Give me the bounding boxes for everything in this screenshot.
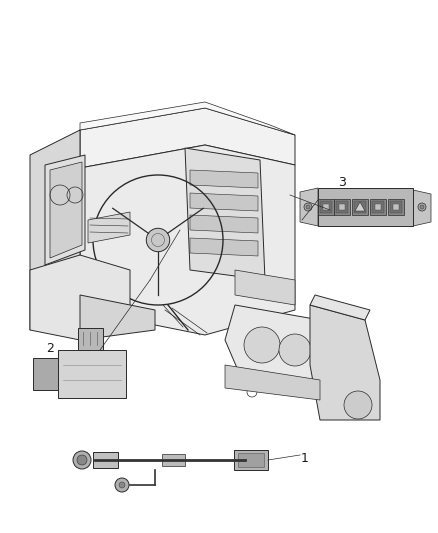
Polygon shape bbox=[372, 201, 384, 213]
Polygon shape bbox=[80, 145, 295, 335]
Text: 3: 3 bbox=[338, 176, 346, 190]
Polygon shape bbox=[190, 193, 258, 211]
Polygon shape bbox=[93, 452, 118, 468]
Polygon shape bbox=[78, 328, 103, 350]
Polygon shape bbox=[334, 199, 350, 215]
Polygon shape bbox=[162, 454, 185, 466]
Polygon shape bbox=[300, 188, 318, 226]
Polygon shape bbox=[225, 305, 335, 390]
Polygon shape bbox=[80, 295, 155, 340]
Circle shape bbox=[119, 482, 125, 488]
Text: 2: 2 bbox=[46, 342, 54, 354]
Circle shape bbox=[146, 228, 170, 252]
Polygon shape bbox=[355, 202, 365, 211]
Circle shape bbox=[279, 334, 311, 366]
Polygon shape bbox=[58, 350, 126, 398]
Circle shape bbox=[420, 205, 424, 209]
Polygon shape bbox=[190, 215, 258, 233]
Polygon shape bbox=[30, 255, 130, 340]
Polygon shape bbox=[310, 305, 380, 420]
Polygon shape bbox=[185, 148, 265, 280]
Polygon shape bbox=[370, 199, 386, 215]
Polygon shape bbox=[318, 188, 413, 226]
Polygon shape bbox=[339, 204, 345, 210]
Polygon shape bbox=[375, 204, 381, 210]
Polygon shape bbox=[33, 358, 58, 390]
Polygon shape bbox=[238, 453, 264, 467]
Polygon shape bbox=[190, 170, 258, 188]
Circle shape bbox=[115, 478, 129, 492]
Polygon shape bbox=[80, 108, 295, 168]
Circle shape bbox=[418, 203, 426, 211]
Circle shape bbox=[73, 451, 91, 469]
Polygon shape bbox=[390, 201, 402, 213]
Polygon shape bbox=[225, 365, 320, 400]
Polygon shape bbox=[323, 204, 329, 210]
Circle shape bbox=[344, 391, 372, 419]
Polygon shape bbox=[336, 201, 348, 213]
Polygon shape bbox=[413, 190, 431, 226]
Polygon shape bbox=[45, 155, 85, 265]
Polygon shape bbox=[320, 201, 332, 213]
Polygon shape bbox=[190, 238, 258, 256]
Polygon shape bbox=[393, 204, 399, 210]
Polygon shape bbox=[310, 295, 370, 320]
Polygon shape bbox=[388, 199, 404, 215]
Polygon shape bbox=[88, 212, 130, 243]
Polygon shape bbox=[80, 102, 295, 135]
Polygon shape bbox=[235, 270, 295, 305]
Circle shape bbox=[304, 203, 312, 211]
Circle shape bbox=[77, 455, 87, 465]
Circle shape bbox=[306, 205, 310, 209]
Polygon shape bbox=[354, 201, 366, 213]
Polygon shape bbox=[50, 162, 82, 258]
Circle shape bbox=[244, 327, 280, 363]
Polygon shape bbox=[234, 450, 268, 470]
Polygon shape bbox=[352, 199, 368, 215]
Text: 1: 1 bbox=[301, 451, 309, 464]
Polygon shape bbox=[30, 130, 80, 330]
Polygon shape bbox=[318, 199, 334, 215]
